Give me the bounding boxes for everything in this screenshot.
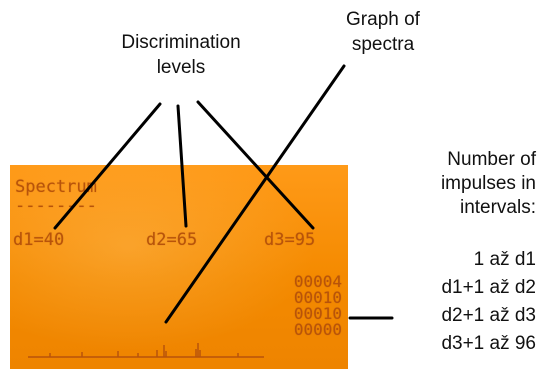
- discrimination-callout-line2: levels: [156, 57, 206, 78]
- legend-interval-2: d1+1 až d2: [441, 277, 536, 298]
- lcd-level-d1: d1=40: [13, 230, 65, 250]
- discrimination-levels-callout: Discrimination levels: [86, 30, 276, 80]
- legend-title-line3: intervals:: [459, 197, 536, 218]
- legend-title: Number of impulses in intervals:: [441, 148, 536, 220]
- spectrum-graph: [28, 343, 264, 358]
- legend-title-line1: Number of: [447, 149, 536, 170]
- legend-interval-1: 1 až d1: [473, 249, 536, 270]
- legend-title-line2: impulses in: [440, 173, 536, 194]
- graph-callout-line1: Graph of: [346, 9, 420, 30]
- graph-of-spectra-callout: Graph of spectra: [308, 7, 458, 57]
- legend-interval-4: d3+1 až 96: [441, 333, 536, 354]
- spectrum-peaks: [49, 343, 239, 357]
- legend-interval-3: d2+1 až d3: [441, 305, 536, 326]
- lcd-count-interval-4: 00000: [293, 320, 342, 339]
- graph-callout-line2: spectra: [351, 34, 415, 55]
- discrimination-callout-line1: Discrimination: [121, 32, 241, 53]
